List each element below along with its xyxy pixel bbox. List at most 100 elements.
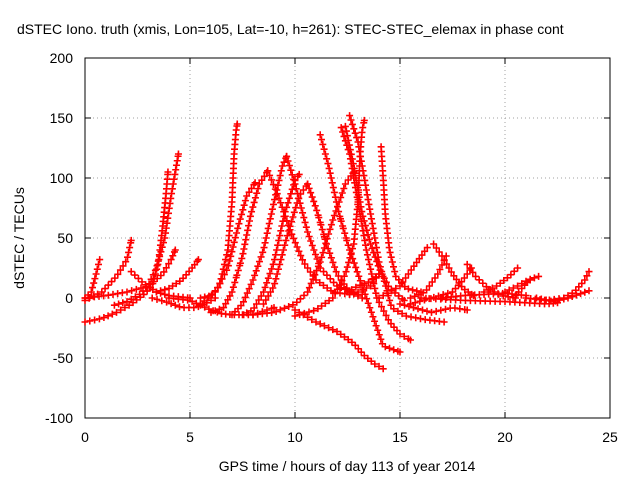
data-point: [445, 264, 453, 272]
chart-title: dSTEC Iono. truth (xmis, Lon=105, Lat=-1…: [17, 21, 564, 37]
data-point: [169, 252, 177, 260]
data-point: [416, 297, 424, 305]
data-point: [391, 268, 399, 276]
data-point: [423, 286, 431, 294]
data-point: [335, 208, 343, 216]
data-point: [332, 198, 340, 206]
data-point: [310, 246, 318, 254]
data-point: [197, 294, 204, 302]
data-point: [359, 124, 367, 132]
data-point: [226, 257, 234, 265]
data-point: [285, 227, 293, 235]
data-point: [363, 191, 371, 199]
data-point: [275, 236, 283, 244]
data-point: [472, 272, 480, 280]
data-point: [231, 278, 239, 286]
data-point: [350, 289, 358, 297]
data-point: [365, 200, 373, 208]
data-point: [251, 271, 259, 279]
data-point: [269, 284, 277, 292]
data-point: [349, 255, 357, 263]
data-point: [342, 127, 350, 135]
data-point: [243, 231, 251, 239]
data-point: [211, 294, 219, 302]
data-point: [252, 267, 260, 275]
data-point: [316, 279, 324, 287]
data-point: [290, 181, 298, 189]
data-point: [87, 288, 95, 296]
data-point: [123, 298, 131, 306]
data-point: [319, 140, 327, 148]
data-point: [249, 203, 257, 211]
data-point: [261, 283, 269, 291]
data-point: [410, 262, 418, 270]
data-point: [222, 256, 230, 264]
data-point: [125, 248, 133, 256]
data-point: [274, 181, 282, 189]
data-point: [327, 287, 335, 295]
data-point: [190, 304, 198, 312]
data-point: [371, 317, 379, 325]
data-point: [101, 285, 109, 293]
data-point: [250, 198, 258, 206]
data-point: [436, 266, 444, 273]
data-point: [219, 265, 227, 273]
data-point: [438, 252, 446, 260]
data-point: [388, 258, 396, 266]
data-point: [292, 204, 300, 212]
data-point: [409, 286, 417, 294]
data-point: [124, 253, 132, 261]
data-point: [169, 282, 177, 290]
data-point: [267, 288, 274, 296]
data-point: [316, 258, 324, 266]
data-point: [363, 295, 371, 303]
data-point: [260, 288, 267, 296]
data-point: [168, 190, 176, 198]
data-point: [384, 316, 392, 324]
data-point: [407, 313, 415, 321]
data-point: [127, 295, 135, 303]
data-point: [368, 220, 376, 228]
data-point: [419, 306, 426, 314]
series-arc: [438, 289, 530, 302]
data-point: [304, 313, 312, 321]
y-tick-label: 100: [50, 170, 74, 186]
data-point: [287, 190, 295, 198]
data-point: [359, 212, 367, 220]
data-point: [272, 251, 280, 259]
data-point: [304, 180, 312, 188]
data-point: [243, 192, 251, 200]
data-point: [285, 303, 293, 311]
data-point: [269, 260, 277, 268]
data-point: [585, 287, 593, 295]
data-point: [299, 209, 307, 217]
data-point: [287, 166, 295, 174]
data-point: [275, 194, 283, 202]
data-point: [111, 274, 119, 282]
data-point: [354, 188, 362, 196]
data-point: [115, 300, 123, 308]
data-point: [337, 124, 345, 132]
data-point: [326, 225, 334, 233]
data-point: [355, 193, 363, 201]
data-point: [266, 171, 274, 179]
data-point: [352, 174, 360, 182]
data-point: [466, 264, 474, 272]
data-point: [343, 236, 351, 244]
data-point: [276, 232, 284, 240]
data-point: [254, 185, 262, 193]
data-point: [293, 243, 301, 251]
data-point: [233, 120, 241, 128]
data-point: [142, 281, 150, 289]
data-point: [356, 198, 364, 206]
data-point: [274, 241, 282, 249]
data-point: [269, 200, 277, 208]
data-point: [168, 185, 176, 193]
data-point: [299, 256, 306, 264]
data-point: [91, 275, 99, 283]
data-point: [394, 307, 402, 315]
data-point: [239, 250, 247, 258]
data-point: [138, 278, 146, 286]
data-point: [363, 226, 371, 234]
data-point: [268, 309, 276, 317]
